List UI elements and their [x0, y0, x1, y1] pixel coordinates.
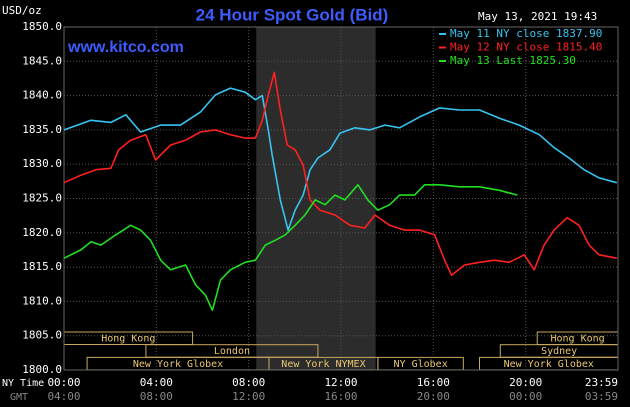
x2-tick-label: 20:00 [417, 390, 450, 403]
y-tick-label: 1820.0 [22, 226, 62, 239]
x2-tick-label: 03:59 [585, 390, 618, 403]
legend-label: May 11 NY close 1837.90 [450, 27, 602, 40]
x-tick-label: 20:00 [509, 376, 542, 389]
session-label: NY Globex [394, 359, 448, 370]
x2-tick-label: 16:00 [324, 390, 357, 403]
x-tick-label: 16:00 [417, 376, 450, 389]
session-label: New York NYMEX [281, 359, 365, 370]
x2-tick-label: 08:00 [140, 390, 173, 403]
y-tick-label: 1830.0 [22, 157, 62, 170]
series-line [63, 87, 618, 231]
chart-title: 24 Hour Spot Gold (Bid) [196, 5, 389, 24]
session-label: London [214, 346, 250, 357]
watermark: www.kitco.com [67, 39, 184, 56]
x2-axis-label: GMT [10, 392, 28, 403]
x-tick-label: 12:00 [324, 376, 357, 389]
x-tick-label: 04:00 [140, 376, 173, 389]
y-tick-label: 1815.0 [22, 260, 62, 273]
x2-tick-label: 04:00 [47, 390, 80, 403]
y-tick-label: 1845.0 [22, 54, 62, 67]
plot-frame [63, 26, 619, 371]
x-tick-label: 08:00 [232, 376, 265, 389]
session-label: Sydney [541, 346, 577, 357]
legend-label: May 12 NY close 1815.40 [450, 41, 602, 54]
series-line [63, 71, 617, 277]
y-tick-label: 1835.0 [22, 123, 62, 136]
x-axis-label: NY Time [2, 378, 44, 389]
x2-tick-label: 12:00 [232, 390, 265, 403]
timestamp: May 13, 2021 19:43 [478, 10, 597, 23]
session-label: New York Globex [133, 359, 223, 370]
y-tick-label: 1840.0 [22, 89, 62, 102]
y-tick-label: 1850.0 [22, 20, 62, 33]
y-tick-label: 1800.0 [22, 363, 62, 376]
unit-label: USD/oz [2, 4, 42, 17]
legend-label: May 13 Last 1825.30 [450, 54, 576, 67]
session-label: New York Globex [504, 359, 594, 370]
x-tick-label: 23:59 [585, 376, 618, 389]
session-label: Hong Kong [101, 334, 155, 345]
x-tick-label: 00:00 [47, 376, 80, 389]
x2-tick-label: 00:00 [509, 390, 542, 403]
y-tick-label: 1810.0 [22, 294, 62, 307]
series-line [63, 184, 518, 312]
y-tick-label: 1805.0 [22, 329, 62, 342]
y-tick-label: 1825.0 [22, 192, 62, 205]
session-label: Hong Kong [551, 334, 605, 345]
